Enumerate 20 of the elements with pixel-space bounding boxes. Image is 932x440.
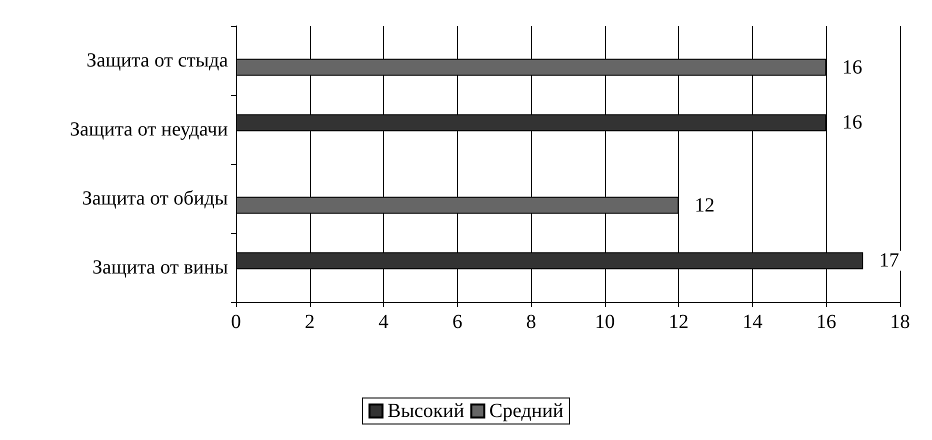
x-tick-label: 0	[231, 311, 241, 333]
legend-label: Средний	[489, 400, 564, 422]
data-label: 16	[842, 56, 862, 78]
x-tick-label: 8	[526, 311, 536, 333]
data-label: 12	[694, 194, 715, 216]
y-tick-label: Защита от неудачи	[70, 118, 228, 140]
data-label: 17	[879, 250, 900, 272]
y-tick-label: Защита от обиды	[82, 188, 228, 210]
x-tick-label: 16	[816, 311, 836, 333]
x-tick-label: 18	[890, 311, 910, 333]
x-tick-label: 10	[594, 311, 615, 333]
x-tick-label: 12	[668, 311, 689, 333]
data-label: 16	[842, 112, 862, 134]
x-tick-label: 2	[304, 311, 315, 333]
x-tick-label: 4	[378, 311, 389, 333]
y-tick-label: Защита от вины	[92, 256, 228, 278]
x-tick-label: 6	[452, 311, 462, 333]
y-tick-label: Защита от стыда	[86, 50, 228, 72]
x-tick-label: 14	[742, 311, 762, 333]
legend-label: Высокий	[387, 400, 465, 422]
